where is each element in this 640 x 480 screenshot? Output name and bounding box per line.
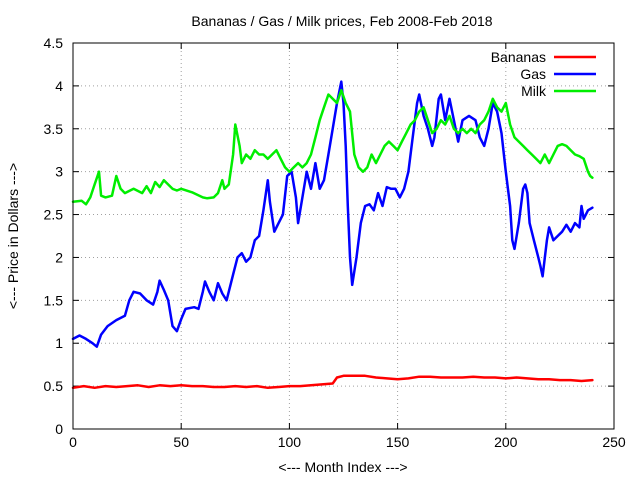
x-tick-label: 250 [602,434,626,450]
series-line-bananas [71,374,594,390]
plot-frame [72,42,615,430]
y-tick-label: 0.5 [44,378,64,394]
x-axis-title: <--- Month Index ---> [278,459,407,475]
x-tick-label: 50 [173,434,189,450]
x-tick-label: 0 [69,434,77,450]
y-tick-label: 4 [55,78,63,94]
y-tick-label: 2.5 [44,207,64,223]
chart-title: Bananas / Gas / Milk prices, Feb 2008-Fe… [191,13,492,29]
y-tick-label: 1 [55,335,63,351]
series-line-milk [71,88,594,206]
y-tick-label: 4.5 [44,35,64,51]
x-tick-label: 150 [386,434,410,450]
axis-ticks: 0 0.5 1 1.5 2 2.5 3 3.5 4 4.5 0 50 100 150 200 250 [44,35,626,450]
legend-label-bananas: Bananas [491,49,546,65]
y-tick-label: 1.5 [44,292,64,308]
y-axis-title: <--- Price in Dollars ---> [5,163,21,309]
series-line-gas [71,80,594,348]
x-tick-label: 100 [278,434,302,450]
y-tick-label: 2 [55,249,63,265]
series-group [71,80,594,390]
legend-label-milk: Milk [521,83,547,99]
x-tick-label: 200 [494,434,518,450]
y-tick-label: 0 [55,421,63,437]
legend-label-gas: Gas [520,66,546,82]
y-tick-label: 3.5 [44,121,64,137]
y-tick-label: 3 [55,164,63,180]
